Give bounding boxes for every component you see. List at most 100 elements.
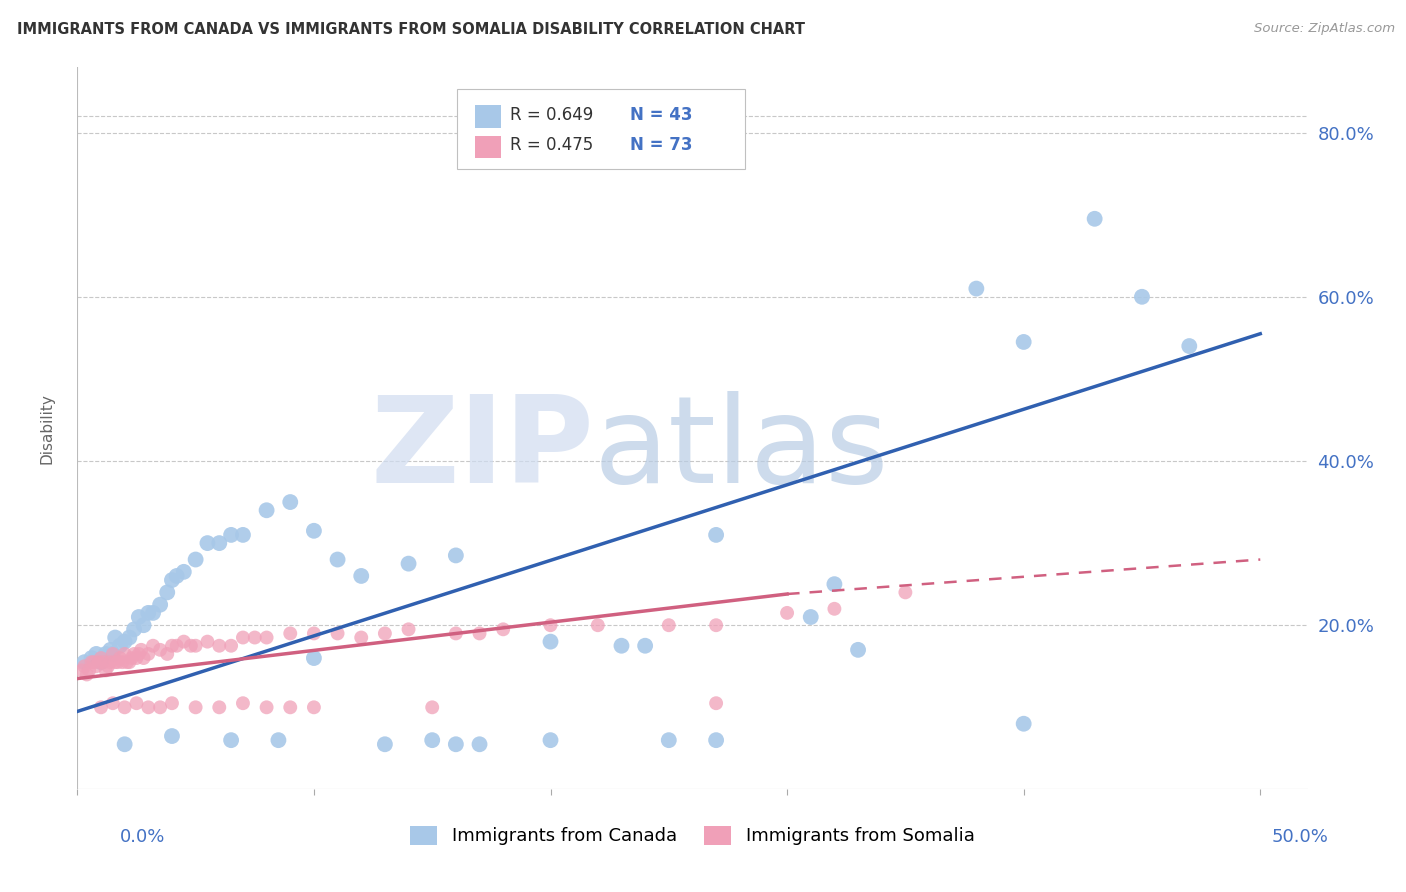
Point [156,647,179,661]
Point [149,598,172,612]
Point [1012,334,1035,349]
Point [278,700,301,714]
Point [128,647,150,661]
Point [108,651,131,665]
Point [208,700,231,714]
Point [87,655,110,669]
Point [256,503,278,517]
Point [658,618,681,632]
Point [267,733,290,747]
Point [73,655,96,669]
Point [302,700,325,714]
Text: IMMIGRANTS FROM CANADA VS IMMIGRANTS FROM SOMALIA DISABILITY CORRELATION CHART: IMMIGRANTS FROM CANADA VS IMMIGRANTS FRO… [17,22,804,37]
Point [232,631,254,645]
Point [108,639,131,653]
Point [1012,716,1035,731]
Point [1084,211,1107,226]
Point [846,643,869,657]
Point [468,737,491,751]
Point [107,655,129,669]
Text: 0.0%: 0.0% [120,828,165,846]
Point [173,634,195,648]
Point [90,651,112,665]
Point [243,631,266,645]
Point [173,565,195,579]
Point [420,733,443,747]
Point [374,626,396,640]
Text: Disability: Disability [39,392,53,464]
Point [776,606,799,620]
Point [166,569,188,583]
Point [278,626,301,640]
Point [350,569,373,583]
Point [114,737,136,751]
Point [149,643,172,657]
Point [184,700,207,714]
Point [398,623,420,637]
Point [219,733,242,747]
Point [83,655,105,669]
Point [800,610,823,624]
Point [256,700,278,714]
Point [586,618,609,632]
Point [77,664,100,678]
Point [197,536,219,550]
Point [70,664,93,678]
Point [302,524,325,538]
Point [149,700,172,714]
Text: Source: ZipAtlas.com: Source: ZipAtlas.com [1254,22,1395,36]
Point [142,639,165,653]
Point [156,585,179,599]
Point [125,651,148,665]
Point [122,647,145,661]
Point [94,647,117,661]
Point [704,733,727,747]
Point [104,655,127,669]
Point [232,528,254,542]
Point [894,585,917,599]
Text: R = 0.475: R = 0.475 [510,136,593,154]
Point [208,536,231,550]
Point [136,700,159,714]
Point [166,639,188,653]
Point [160,639,183,653]
Point [160,696,183,710]
Point [374,737,396,751]
Point [302,626,325,640]
Text: 50.0%: 50.0% [1272,828,1329,846]
Point [540,634,562,648]
Point [184,552,207,566]
Point [302,651,325,665]
Point [184,639,207,653]
Point [122,623,145,637]
Point [101,696,124,710]
Point [1130,290,1153,304]
Point [73,659,96,673]
Point [420,700,443,714]
Point [704,528,727,542]
Point [160,729,183,743]
Point [115,655,138,669]
Point [444,737,467,751]
Text: N = 73: N = 73 [630,136,692,154]
Point [704,696,727,710]
Point [136,606,159,620]
Point [540,733,562,747]
Point [121,651,143,665]
Point [965,282,987,296]
Point [634,639,657,653]
Point [94,664,117,678]
Point [160,573,183,587]
Point [492,623,515,637]
Point [100,655,122,669]
Point [101,647,124,661]
Text: atlas: atlas [595,392,890,508]
Point [114,700,136,714]
Point [114,634,136,648]
Point [80,651,103,665]
Point [100,643,122,657]
Point [444,626,467,640]
Point [132,618,155,632]
Point [197,634,219,648]
Point [104,631,127,645]
